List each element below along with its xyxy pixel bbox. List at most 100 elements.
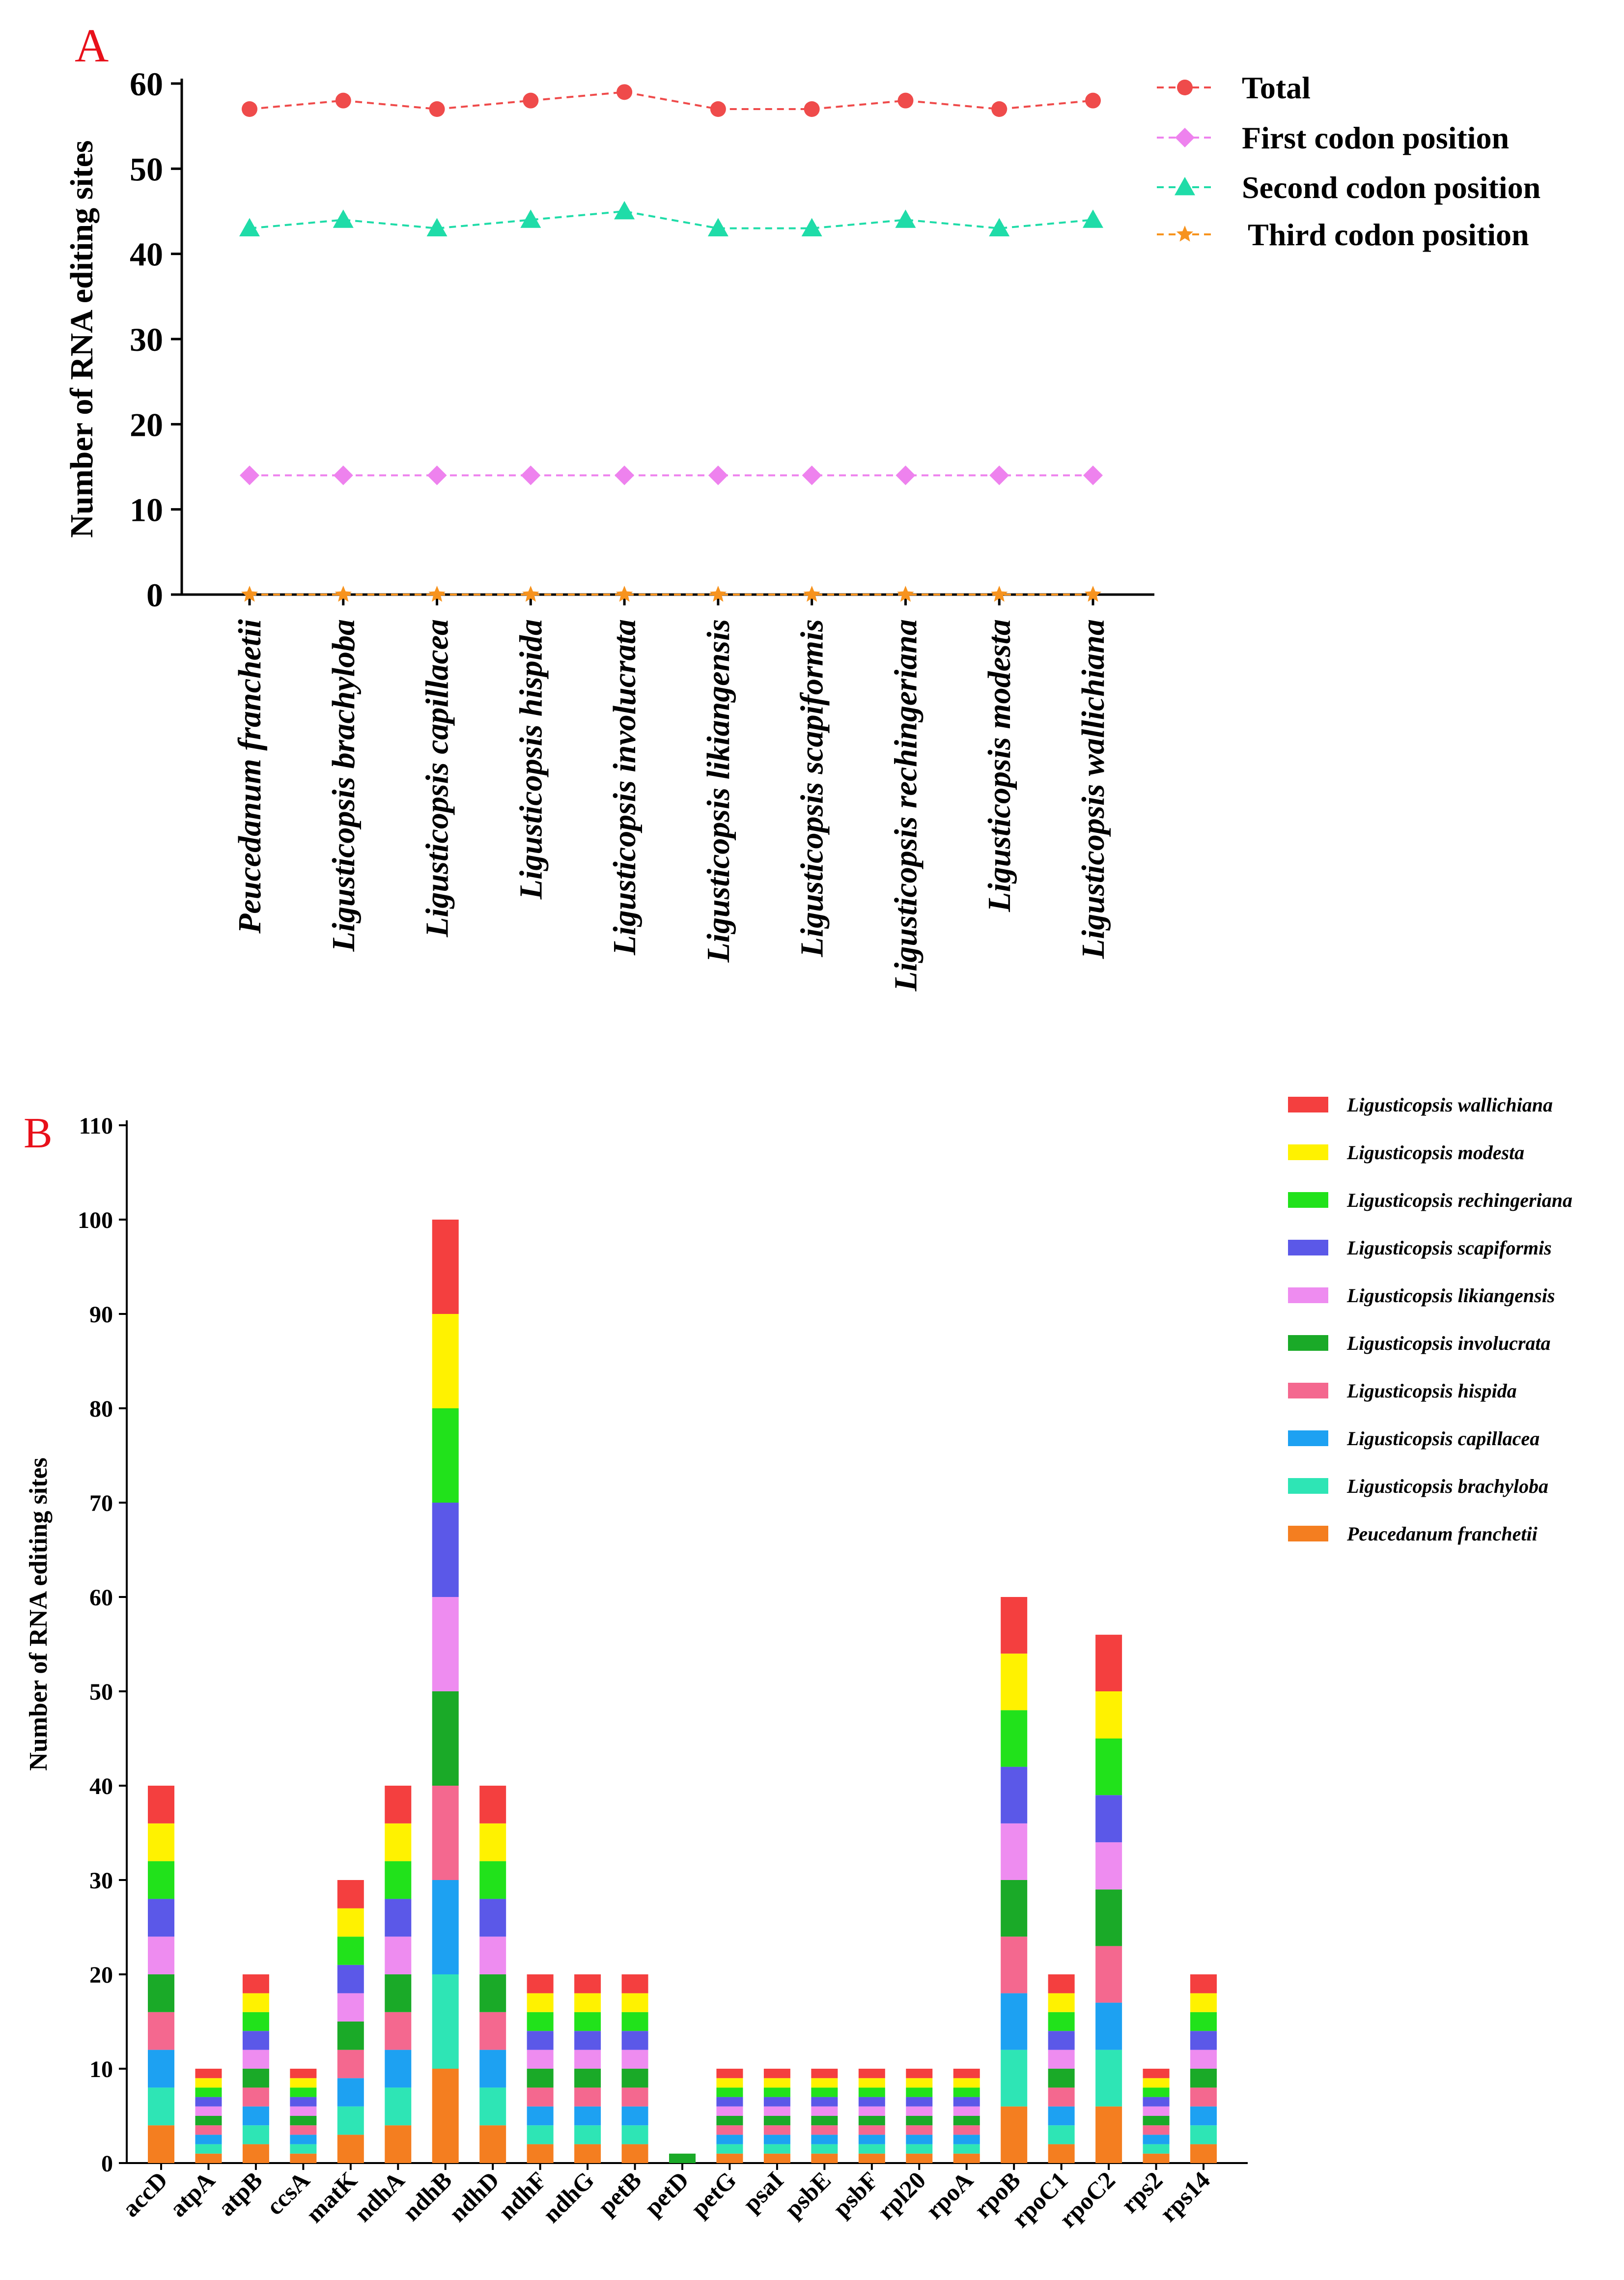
bar-segment-matk-ligusticopsis-likiangensis	[337, 1993, 364, 2022]
legend-swatch-ligusticopsis-modesta	[1288, 1144, 1328, 1160]
bar-segment-psbf-ligusticopsis-capillacea	[858, 2135, 885, 2144]
x-tick-label-petg: petG	[685, 2166, 741, 2222]
bar-segment-ndhg-ligusticopsis-scapiformis	[574, 2031, 601, 2050]
data-point-second-codon-position	[1083, 209, 1103, 228]
bar-segment-ndhd-ligusticopsis-scapiformis	[479, 1899, 506, 1937]
bar-segment-ndha-ligusticopsis-likiangensis	[385, 1937, 412, 1974]
bar-segment-rpoc1-ligusticopsis-rechingeriana	[1048, 2012, 1075, 2031]
bar-segment-ndhd-ligusticopsis-brachyloba	[479, 2087, 506, 2126]
x-tick-label-ndhf: ndhF	[493, 2166, 552, 2225]
bar-segment-rpob-ligusticopsis-modesta	[1001, 1653, 1028, 1710]
data-point-third-codon-position	[991, 586, 1008, 602]
bar-segment-rps2-peucedanum-franchetii	[1143, 2153, 1170, 2163]
bar-segment-ndhf-ligusticopsis-modesta	[527, 1993, 554, 2012]
panel-b-y-tick-label: 70	[89, 1490, 113, 1516]
bar-segment-rpoc2-ligusticopsis-involucrata	[1095, 1889, 1122, 1946]
legend-swatch-ligusticopsis-capillacea	[1288, 1430, 1328, 1446]
legend-label-ligusticopsis-brachyloba: Ligusticopsis brachyloba	[1346, 1475, 1548, 1497]
bar-segment-psai-ligusticopsis-scapiformis	[763, 2097, 790, 2107]
legend-label-ligusticopsis-rechingeriana: Ligusticopsis rechingeriana	[1346, 1189, 1572, 1211]
series-line-second-codon-position	[249, 210, 1093, 229]
bar-segment-rpoc2-ligusticopsis-rechingeriana	[1095, 1738, 1122, 1796]
bar-segment-ccsa-ligusticopsis-capillacea	[290, 2135, 317, 2144]
bar-segment-ndhb-ligusticopsis-hispida	[432, 1786, 459, 1880]
bar-segment-ndhg-ligusticopsis-rechingeriana	[574, 2012, 601, 2031]
bar-segment-ndhb-ligusticopsis-scapiformis	[432, 1503, 459, 1597]
data-point-total	[242, 101, 257, 117]
data-point-total	[616, 84, 633, 100]
x-tick-label-rpoa: rpoA	[920, 2166, 978, 2224]
bar-segment-atpa-ligusticopsis-brachyloba	[195, 2144, 222, 2154]
legend-label-second-codon-position: Second codon position	[1242, 170, 1540, 205]
x-tick-label-rpl20: rpl20	[872, 2166, 931, 2225]
bar-segment-petg-ligusticopsis-hispida	[716, 2125, 743, 2135]
data-point-third-codon-position	[1084, 586, 1102, 602]
bar-segment-psbf-peucedanum-franchetii	[858, 2153, 885, 2163]
bar-segment-ndha-peucedanum-franchetii	[385, 2125, 412, 2163]
bar-segment-ccsa-ligusticopsis-hispida	[290, 2125, 317, 2135]
bar-segment-rpoc2-ligusticopsis-likiangensis	[1095, 1842, 1122, 1890]
bar-segment-psbe-ligusticopsis-scapiformis	[811, 2097, 838, 2107]
bar-segment-rps2-ligusticopsis-capillacea	[1143, 2135, 1170, 2144]
bar-segment-ndhb-ligusticopsis-capillacea	[432, 1880, 459, 1974]
bar-segment-ndhf-ligusticopsis-rechingeriana	[527, 2012, 554, 2031]
x-tick-label-psai: psaI	[737, 2166, 788, 2217]
bar-segment-atpb-peucedanum-franchetii	[242, 2144, 269, 2163]
bar-segment-ndhd-ligusticopsis-involucrata	[479, 1974, 506, 2012]
x-tick-label: Ligusticopsis modesta	[981, 619, 1017, 912]
bar-segment-atpa-ligusticopsis-capillacea	[195, 2135, 222, 2144]
bar-segment-ndhg-peucedanum-franchetii	[574, 2144, 601, 2163]
bar-segment-petg-ligusticopsis-brachyloba	[716, 2144, 743, 2154]
bar-segment-petg-ligusticopsis-rechingeriana	[716, 2087, 743, 2097]
bar-segment-psai-peucedanum-franchetii	[763, 2153, 790, 2163]
data-point-third-codon-position	[522, 586, 539, 602]
bar-segment-atpb-ligusticopsis-capillacea	[242, 2106, 269, 2126]
bar-segment-atpb-ligusticopsis-hispida	[242, 2087, 269, 2107]
bar-segment-rpoc1-ligusticopsis-hispida	[1048, 2087, 1075, 2107]
bar-segment-psai-ligusticopsis-likiangensis	[763, 2106, 790, 2116]
bar-segment-rpoc2-ligusticopsis-capillacea	[1095, 2002, 1122, 2050]
x-tick-label: Ligusticopsis rechingeriana	[888, 619, 924, 992]
bar-segment-atpb-ligusticopsis-likiangensis	[242, 2050, 269, 2069]
x-tick-label-rpoc2: rpoC2	[1054, 2166, 1120, 2233]
data-point-second-codon-position	[989, 218, 1010, 237]
bar-segment-petd-ligusticopsis-involucrata	[669, 2153, 696, 2163]
bar-segment-psbe-ligusticopsis-likiangensis	[811, 2106, 838, 2116]
bar-segment-ndhg-ligusticopsis-involucrata	[574, 2069, 601, 2088]
bar-segment-rps14-ligusticopsis-hispida	[1190, 2087, 1217, 2107]
bar-segment-ndhd-ligusticopsis-wallichiana	[479, 1786, 506, 1824]
bar-segment-ndhg-ligusticopsis-capillacea	[574, 2106, 601, 2126]
bar-segment-rpoa-ligusticopsis-capillacea	[953, 2135, 980, 2144]
legend-swatch-ligusticopsis-wallichiana	[1288, 1097, 1328, 1112]
bar-segment-atpa-ligusticopsis-wallichiana	[195, 2069, 222, 2079]
bar-segment-accd-ligusticopsis-modesta	[148, 1823, 174, 1861]
bar-segment-ndhg-ligusticopsis-likiangensis	[574, 2050, 601, 2069]
bar-segment-ndhd-peucedanum-franchetii	[479, 2125, 506, 2163]
x-tick-label-atpa: atpA	[164, 2166, 220, 2222]
panel-a-y-tick-label: 30	[130, 321, 163, 358]
legend-label-ligusticopsis-involucrata: Ligusticopsis involucrata	[1346, 1332, 1551, 1354]
bar-segment-atpa-ligusticopsis-likiangensis	[195, 2106, 222, 2116]
bar-segment-rpl20-ligusticopsis-hispida	[906, 2125, 933, 2135]
data-point-total	[897, 92, 914, 109]
bar-segment-ndha-ligusticopsis-wallichiana	[385, 1786, 412, 1824]
bar-segment-rps2-ligusticopsis-scapiformis	[1143, 2097, 1170, 2107]
panel-b-legend: Ligusticopsis wallichiana Ligusticopsis m…	[1288, 1094, 1572, 1545]
x-tick-label: Peucedanum franchetii	[232, 619, 268, 934]
bar-segment-atpb-ligusticopsis-modesta	[242, 1993, 269, 2012]
data-point-second-codon-position	[801, 218, 822, 237]
bar-segment-rpoa-ligusticopsis-wallichiana	[953, 2069, 980, 2079]
bar-segment-rpob-ligusticopsis-likiangensis	[1001, 1823, 1028, 1880]
legend-label-ligusticopsis-modesta: Ligusticopsis modesta	[1346, 1141, 1524, 1164]
bar-segment-psbe-ligusticopsis-brachyloba	[811, 2144, 838, 2154]
bar-segment-matk-ligusticopsis-hispida	[337, 2050, 364, 2079]
bar-segment-petb-peucedanum-franchetii	[621, 2144, 648, 2163]
bar-segment-rpoa-ligusticopsis-brachyloba	[953, 2144, 980, 2154]
data-point-total	[991, 101, 1008, 117]
bar-segment-petb-ligusticopsis-likiangensis	[621, 2050, 648, 2069]
legend-swatch-ligusticopsis-scapiformis	[1288, 1240, 1328, 1255]
data-point-total	[710, 101, 726, 117]
bar-segment-accd-ligusticopsis-involucrata	[148, 1974, 174, 2012]
bar-segment-atpb-ligusticopsis-involucrata	[242, 2069, 269, 2088]
